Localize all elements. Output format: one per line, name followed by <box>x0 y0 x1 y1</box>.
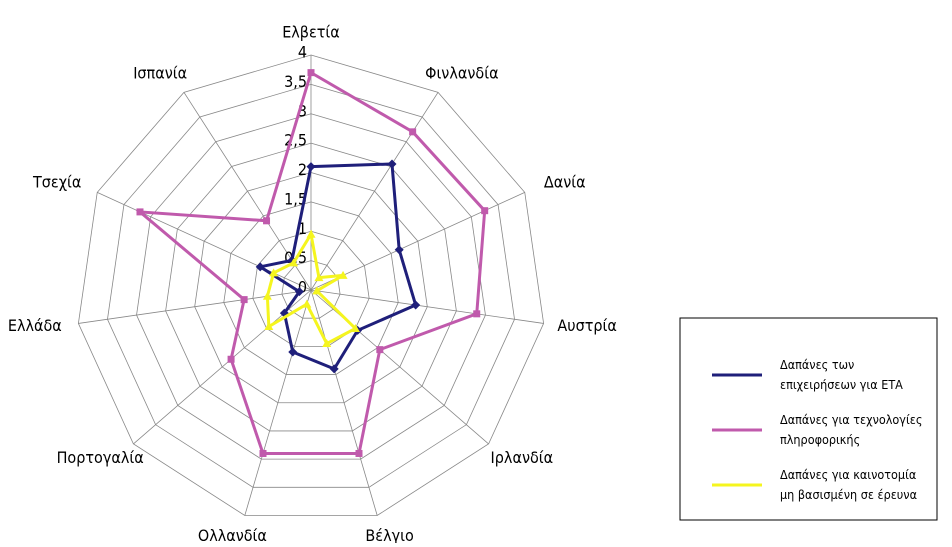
tick-label: 3,5 <box>284 72 307 91</box>
series-line <box>256 162 418 371</box>
legend-label: Δαπάνες για τεχνολογίες πληροφορικής <box>780 412 922 447</box>
marker <box>394 245 404 255</box>
marker <box>289 258 299 267</box>
marker <box>376 346 384 354</box>
tick-label: 3 <box>298 101 307 120</box>
category-label: Αυστρία <box>557 316 616 335</box>
marker <box>306 162 316 172</box>
grid: Ελβετία Φινλανδία Δανία Αυστρία Ιρλανδία Βέλγ… <box>8 23 617 546</box>
spoke <box>310 192 525 291</box>
marker <box>312 286 322 295</box>
marker <box>136 208 144 216</box>
marker <box>264 322 274 331</box>
tick-label: 0 <box>298 278 307 297</box>
category-label: Φινλανδία <box>425 63 498 82</box>
marker <box>302 299 312 308</box>
legend-label: Δαπάνες για καινοτομία μη βασισμένη σε έρ… <box>780 467 917 502</box>
series-line <box>265 230 358 346</box>
marker <box>338 270 348 279</box>
marker <box>409 128 417 136</box>
marker <box>355 449 363 457</box>
marker <box>240 296 248 304</box>
tick-label: 4 <box>298 43 307 62</box>
marker <box>473 310 481 318</box>
marker <box>263 217 271 225</box>
marker <box>411 300 421 310</box>
marker <box>329 364 339 374</box>
category-label: Δανία <box>544 173 586 192</box>
plot <box>135 69 742 489</box>
series-line <box>135 70 487 455</box>
marker <box>307 69 315 77</box>
spoke <box>244 289 312 516</box>
grid-ring <box>107 83 515 488</box>
grid-ring <box>165 142 457 432</box>
category-label: Ελλάδα <box>8 316 62 335</box>
marker <box>269 268 279 277</box>
marker <box>306 229 316 238</box>
marker <box>481 207 489 215</box>
legend: Δαπάνες των επιχειρήσεων για ΕΤΑ Δαπάνες γ… <box>679 317 938 521</box>
spoke <box>183 92 312 291</box>
category-label: Ιρλανδία <box>491 448 554 467</box>
category-label: Ελβετία <box>282 23 340 42</box>
marker <box>262 291 272 300</box>
category-label: Βέλγιο <box>365 526 414 543</box>
spoke <box>310 92 439 291</box>
marker <box>387 159 397 169</box>
marker <box>259 449 267 457</box>
spoke <box>78 289 312 324</box>
tick-label: 1,5 <box>284 189 307 208</box>
spoke <box>133 289 312 445</box>
marker <box>314 273 324 282</box>
grid-ring <box>223 201 399 375</box>
grid-ring <box>136 113 486 460</box>
marker <box>322 339 332 348</box>
marker <box>350 323 360 332</box>
category-label: Ισπανία <box>133 63 187 82</box>
marker <box>288 347 298 357</box>
grid-ring <box>252 230 370 347</box>
tick-label: 2 <box>298 160 307 179</box>
legend-label: Δαπάνες των επιχειρήσεων για ΕΤΑ <box>780 357 903 392</box>
marker <box>255 262 265 272</box>
grid-ring <box>77 54 545 516</box>
category-label: Ολλανδία <box>198 526 267 543</box>
tick-label: 1 <box>298 219 307 238</box>
marker <box>294 287 304 297</box>
spoke <box>310 289 378 516</box>
category-label: Τσεχία <box>32 173 81 192</box>
spoke <box>310 289 544 324</box>
marker <box>227 355 235 363</box>
category-label: Πορτογαλία <box>57 448 144 467</box>
grid-ring <box>194 172 428 404</box>
